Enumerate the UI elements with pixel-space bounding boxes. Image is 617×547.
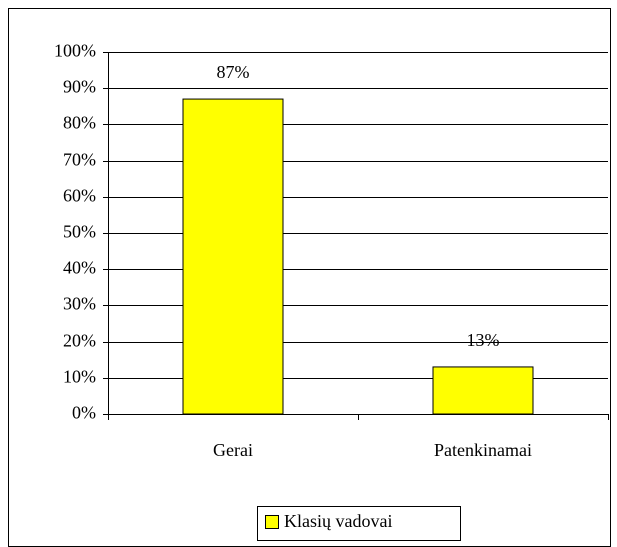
chart-border [8,8,611,547]
value-label: 87% [217,62,250,82]
legend-label: Klasių vadovai [284,511,392,531]
y-tick-label: 10% [63,367,96,387]
legend-box [257,506,461,541]
bar [432,366,534,415]
y-tick-label: 30% [63,294,96,314]
y-tick-label: 20% [63,331,96,351]
value-label: 13% [467,330,500,350]
y-tick-label: 80% [63,113,96,133]
x-tick-label: Patenkinamai [434,440,532,460]
legend-swatch [265,515,279,529]
y-tick-label: 40% [63,258,96,278]
bar [182,98,284,415]
x-tick-label: Gerai [213,440,253,460]
y-tick-label: 50% [63,222,96,242]
y-tick-label: 60% [63,186,96,206]
y-tick-label: 90% [63,77,96,97]
y-tick-label: 0% [72,403,96,423]
y-tick-label: 100% [54,41,96,61]
y-tick-label: 70% [63,150,96,170]
